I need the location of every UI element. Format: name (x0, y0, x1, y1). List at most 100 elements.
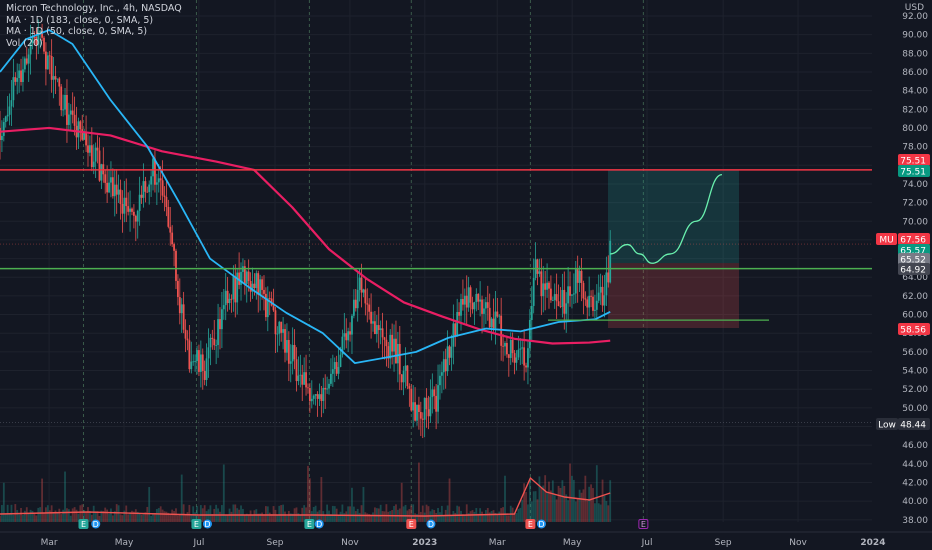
candle-body (515, 357, 518, 363)
candle-body (62, 109, 65, 111)
candle-body (582, 283, 585, 299)
volume-bar (331, 505, 334, 522)
dividend-marker[interactable] (536, 519, 546, 529)
volume-bar (571, 475, 573, 522)
candle-body (287, 340, 290, 364)
earnings-marker[interactable] (525, 519, 536, 529)
volume-bars (0, 462, 612, 522)
volume-bar (595, 465, 598, 522)
volume-bar (169, 515, 172, 522)
volume-bar (532, 491, 535, 522)
grid (0, 0, 874, 522)
legend-ma183[interactable]: MA · 1D (183, close, 0, SMA, 5) (6, 14, 154, 26)
time-axis[interactable]: Mar May Jul Sep Nov 2023 Mar May Jul Sep Nov 2024 (0, 531, 932, 550)
volume-bar (563, 485, 566, 522)
earnings-marker[interactable] (638, 519, 649, 529)
volume-bar (266, 506, 269, 522)
volume-bar (372, 512, 374, 522)
price-tick: 42.00 (902, 479, 928, 489)
volume-bar (108, 513, 110, 522)
stop-zone[interactable] (608, 263, 739, 328)
volume-bar (492, 510, 495, 522)
volume-bar (182, 504, 185, 522)
volume-bar (339, 511, 342, 522)
time-axis-bg (0, 532, 932, 550)
volume-bar (379, 504, 382, 522)
candle-body (374, 321, 376, 335)
earnings-marker[interactable] (406, 519, 417, 529)
candle-body (6, 114, 9, 117)
earnings-marker[interactable] (78, 519, 89, 529)
volume-bar (69, 515, 72, 522)
legend-volume[interactable]: Vol (20) (6, 37, 43, 49)
event-markers[interactable]: E E E E E ED D D D D (78, 519, 649, 530)
candle-body (467, 287, 470, 308)
legend-ma50[interactable]: MA · 1D (50, close, 0, SMA, 5) (6, 26, 148, 37)
candle-body (211, 337, 214, 339)
volume-bar (22, 514, 24, 522)
volume-bar (463, 514, 466, 522)
earnings-letter: E (194, 520, 199, 529)
target-zone[interactable] (608, 169, 739, 264)
volume-bar (599, 504, 602, 522)
projection[interactable] (610, 173, 723, 264)
volume-bar (318, 510, 321, 522)
volume-bar (345, 511, 348, 522)
candle-body (90, 145, 93, 167)
dividend-letter: D (538, 520, 544, 529)
candle-body (60, 86, 63, 111)
volume-bar (232, 504, 235, 522)
volume-bar (56, 512, 59, 522)
candle-body (492, 318, 495, 329)
candle-body (416, 404, 418, 421)
earnings-marker[interactable] (304, 519, 315, 529)
candle-body (22, 69, 24, 83)
legend-symbol[interactable]: Micron Technology, Inc., 4h, NASDAQ (6, 3, 182, 14)
candle-body (123, 197, 126, 214)
volume-bar (572, 479, 575, 522)
candle-body (551, 300, 554, 301)
volume-bar (590, 484, 592, 522)
candle-body (308, 388, 311, 402)
candle-body (343, 333, 346, 337)
candle-body (154, 158, 156, 185)
dividend-marker[interactable] (314, 519, 324, 529)
candle-body (117, 189, 120, 195)
volume-bar (326, 504, 329, 522)
dividend-marker[interactable] (91, 519, 101, 529)
volume-bar (498, 511, 501, 522)
horizontal-levels[interactable] (0, 169, 872, 423)
candle-body (192, 361, 195, 363)
candle-body (465, 295, 468, 308)
volume-bar (448, 478, 451, 522)
candle-body (39, 30, 42, 33)
projection-curve[interactable] (610, 173, 723, 264)
dividend-marker[interactable] (426, 519, 436, 529)
candle-body (286, 340, 288, 353)
volume-bar (404, 504, 407, 522)
candle-body (521, 347, 524, 349)
dividend-marker[interactable] (202, 519, 212, 529)
volume-bar (148, 487, 151, 522)
candle-body (574, 268, 577, 294)
volume-bar (270, 514, 273, 522)
volume-bar (385, 504, 388, 522)
volume-bar (92, 505, 95, 522)
candle-body (43, 37, 45, 52)
earnings-marker[interactable] (191, 519, 202, 529)
candle-body (85, 132, 87, 146)
candle-body (592, 296, 594, 311)
candle-body (408, 386, 411, 389)
candle-body (46, 55, 49, 70)
candle-body (14, 77, 17, 82)
ma50-line (0, 29, 611, 364)
candle-body (553, 294, 556, 301)
volume-bar (450, 515, 453, 522)
volume-bar (454, 512, 457, 522)
position-tool[interactable] (608, 169, 739, 328)
candle-body (77, 121, 80, 138)
time-label: Nov (341, 538, 359, 548)
candle-body (412, 402, 415, 411)
